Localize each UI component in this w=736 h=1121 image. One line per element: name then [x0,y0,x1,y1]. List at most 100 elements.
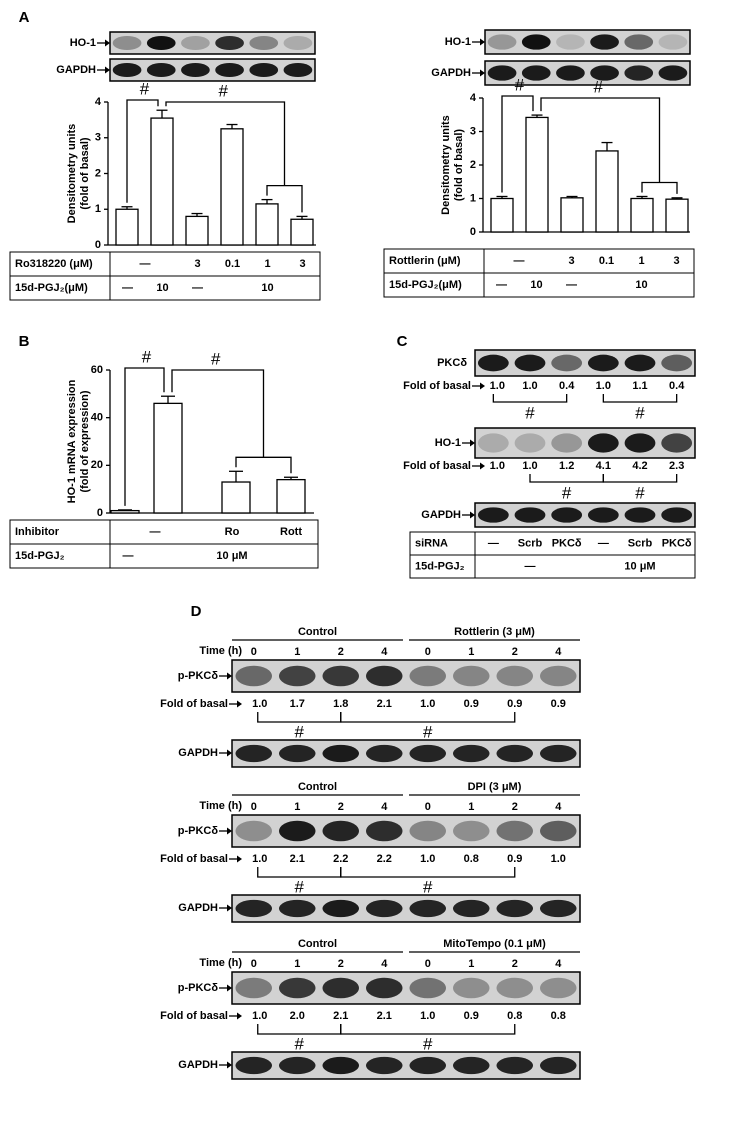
group-header: Rottlerin (3 μM) [454,626,535,638]
band [539,1056,577,1075]
fold-value: 1.2 [559,460,574,472]
band [590,65,619,81]
bar [110,509,140,514]
fold-value: 1.8 [333,698,348,710]
table-cell: 3 [299,258,305,270]
bracket [126,99,159,203]
bracket [529,474,604,483]
band [452,820,490,842]
blot-label: PKCδ [437,357,467,369]
band [365,820,403,842]
y-tick-label: 3 [95,132,101,144]
fold-value: 2.2 [377,853,392,865]
band [235,820,273,842]
time-value: 4 [381,801,388,813]
significance: # [219,81,229,100]
y-tick-label: 0 [95,239,101,251]
blot-label: GAPDH [56,64,96,76]
significance: # [295,1034,305,1053]
blot-label: GAPDH [178,747,218,759]
time-value: 0 [425,958,431,970]
fold-value: 1.0 [252,1010,267,1022]
row-label: 15d-PGJ₂(μM) [389,279,462,291]
band [409,744,447,763]
bracket [235,456,292,474]
band [521,65,551,81]
band [235,744,273,763]
band [587,354,619,372]
band [661,507,693,523]
y-tick-label: 4 [95,96,102,108]
significance: # [211,349,221,368]
fold-value: 1.0 [490,380,505,392]
arrow-head [227,827,232,835]
time-value: 1 [294,958,300,970]
table-cell: 3 [673,255,679,267]
error-bar [671,197,683,200]
y-tick-label: 2 [470,159,476,171]
bracket [540,97,661,183]
arrow-head [227,749,232,757]
bar [490,197,514,233]
band [496,665,534,687]
band [477,354,509,372]
band [539,665,577,687]
fold-label: Fold of basal [160,1010,228,1022]
table-cell: Ro [225,526,240,538]
band [658,65,688,81]
band [514,354,546,372]
error-bar [284,476,298,480]
panel-label: B [19,333,30,350]
row-label: 15d-PGJ₂(μM) [15,282,88,294]
error-bar [261,198,273,204]
panel-label: C [397,333,408,350]
band [181,35,210,51]
fold-value: 1.0 [420,853,435,865]
band [322,665,360,687]
bracket [257,712,342,723]
table-cell: — [496,279,507,291]
band [409,899,447,918]
band [249,62,279,78]
time-value: 0 [251,646,257,658]
blot-label: p-PKCδ [178,982,219,994]
table-cell: 10 [156,282,168,294]
arrow-head [227,1061,232,1069]
significance: # [423,1034,433,1053]
bracket [340,712,516,723]
table-cell: 3 [194,258,200,270]
table-cell: Scrb [518,537,543,549]
table-cell: PKCδ [552,537,582,549]
fold-value: 0.4 [669,380,685,392]
time-value: 0 [251,801,257,813]
bar [115,208,139,246]
band [322,820,360,842]
y-tick-label: 4 [470,92,477,104]
band [365,899,403,918]
arrow-head [105,39,110,47]
band [283,62,313,78]
band [477,507,509,523]
significance: # [525,403,535,422]
arrow-head [105,66,110,74]
significance: # [295,722,305,741]
bar [276,478,306,514]
table-cell: — [598,537,609,549]
band [496,1056,534,1075]
band [235,977,273,999]
band [514,507,546,523]
y-axis-label: HO-1 mRNA expression [66,379,78,503]
significance: # [515,75,525,94]
bar [630,197,654,233]
row-label: 15d-PGJ₂ [15,550,65,562]
time-value: 2 [338,646,344,658]
band [365,977,403,999]
band [409,820,447,842]
band [521,34,551,50]
time-value: 4 [555,958,562,970]
bar [525,116,549,233]
band [452,1056,490,1075]
fold-value: 0.9 [551,698,566,710]
bracket [257,867,342,878]
fold-value: 2.1 [290,853,305,865]
